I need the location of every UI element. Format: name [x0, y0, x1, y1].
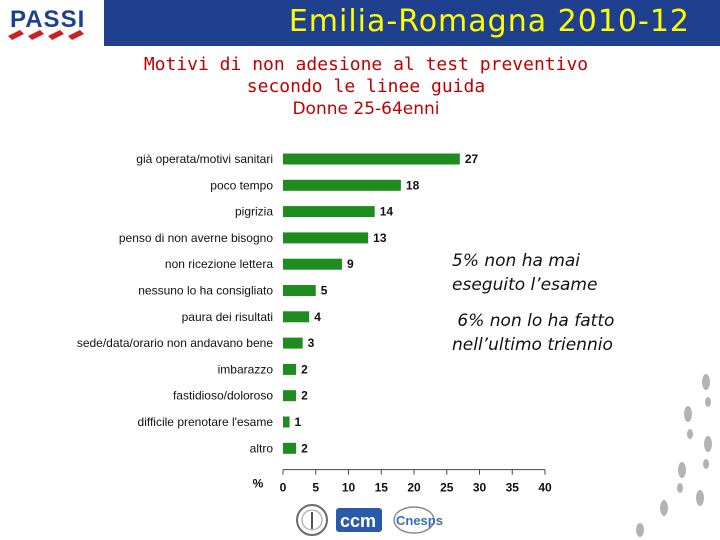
x-tick-label: 15	[375, 481, 389, 495]
category-label: fastidioso/doloroso	[173, 389, 273, 403]
cnesps-logo: Cnesps	[393, 506, 443, 534]
footer-logos: ccm Cnesps	[296, 504, 443, 536]
note-not-last-3-years: 6% non lo ha fatto nell’ultimo triennio	[452, 309, 614, 357]
note-never-done: 5% non ha mai eseguito l’esame	[452, 249, 597, 297]
bar	[283, 390, 297, 402]
category-label: già operata/motivi sanitari	[136, 152, 273, 166]
note-2-line-1: 6% non lo ha fatto	[452, 311, 615, 331]
data-label: 2	[301, 441, 308, 455]
iss-seal-logo	[296, 504, 328, 536]
category-label: imbarazzo	[218, 362, 274, 376]
ccm-logo-text: ccm	[340, 511, 376, 531]
footprints-decoration	[636, 374, 712, 537]
passi-logo-text: PASSI	[10, 6, 85, 33]
bar	[283, 206, 375, 218]
data-label: 1	[295, 415, 302, 429]
data-label: 2	[301, 362, 308, 376]
category-label: non ricezione lettera	[165, 257, 273, 271]
category-label: altro	[250, 441, 274, 455]
bar	[283, 416, 290, 428]
page-title: Emilia-Romagna 2010-12	[288, 4, 690, 39]
note-2-line-2: nell’ultimo triennio	[452, 335, 613, 355]
category-label: sede/data/orario non andavano bene	[77, 336, 273, 350]
data-label: 9	[347, 257, 354, 271]
data-label: 5	[321, 284, 328, 298]
x-tick-label: 0	[280, 481, 287, 495]
note-1-line-1: 5% non ha mai	[452, 251, 581, 271]
bar	[283, 232, 369, 244]
data-label: 14	[380, 205, 394, 219]
x-tick-label: 25	[440, 481, 454, 495]
data-label: 2	[301, 389, 308, 403]
subtitle-line-3: Donne 25-64enni	[292, 99, 440, 119]
subtitle-line-1: Motivi di non adesione al test preventiv…	[143, 54, 589, 75]
passi-logo-graphic: PASSI	[8, 6, 85, 40]
bar	[283, 311, 310, 323]
x-tick-label: 20	[407, 481, 421, 495]
bar	[283, 153, 460, 165]
category-label: pigrizia	[235, 205, 273, 219]
x-tick-label: 30	[473, 481, 487, 495]
chart-subtitle: Motivi di non adesione al test preventiv…	[0, 54, 720, 120]
bar	[283, 179, 401, 191]
subtitle-line-2: secondo le linee guida	[246, 76, 486, 97]
bar	[283, 285, 316, 296]
x-axis-label: %	[253, 477, 264, 491]
bar	[283, 363, 297, 375]
data-label: 13	[373, 231, 387, 245]
x-tick-label: 5	[312, 481, 319, 495]
category-label: penso di non averne bisogno	[119, 231, 273, 245]
category-label: poco tempo	[210, 178, 273, 192]
passi-logo-swooshes	[8, 30, 84, 40]
x-tick-label: 35	[506, 481, 520, 495]
category-label: nessuno lo ha consigliato	[138, 284, 273, 298]
data-label: 4	[314, 310, 321, 324]
category-label: difficile prenotare l'esame	[138, 415, 274, 429]
ccm-logo: ccm	[336, 508, 382, 532]
header: PASSI Emilia-Romagna 2010-12	[0, 0, 720, 46]
passi-logo: PASSI	[0, 0, 106, 46]
data-label: 27	[465, 152, 479, 166]
bar	[283, 337, 303, 349]
category-label: paura dei risultati	[182, 310, 273, 324]
bar-chart: già operata/motivi sanitari 27 poco tempo 1…	[77, 152, 552, 495]
data-label: 3	[308, 336, 315, 350]
bar	[283, 442, 297, 454]
data-label: 18	[406, 178, 420, 192]
x-tick-label: 40	[538, 481, 552, 495]
cnesps-logo-text: Cnesps	[396, 513, 443, 528]
bar	[283, 258, 342, 270]
note-1-line-2: eseguito l’esame	[452, 275, 598, 295]
x-tick-label: 10	[342, 481, 356, 495]
title-banner: Emilia-Romagna 2010-12	[106, 0, 720, 46]
